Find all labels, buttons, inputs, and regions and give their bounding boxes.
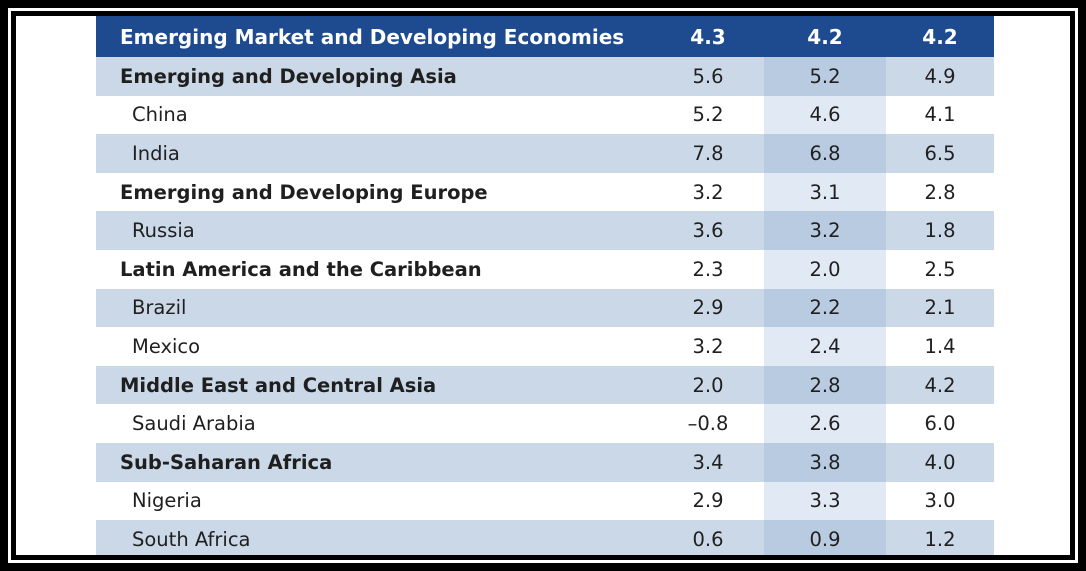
value-cell: 4.3 <box>690 24 726 49</box>
table-row: Russia 3.6 3.2 1.8 <box>96 211 994 250</box>
value-cell: 0.6 <box>692 527 724 551</box>
row-label: Brazil <box>132 296 187 320</box>
value-cell: 6.5 <box>924 141 956 165</box>
table-row: Sub-Saharan Africa 3.4 3.8 4.0 <box>96 442 994 482</box>
value-cell: 1.2 <box>924 527 956 551</box>
value-cell: 3.2 <box>764 211 886 250</box>
row-label: India <box>132 141 180 165</box>
row-label: Russia <box>132 219 195 243</box>
row-label: Emerging and Developing Europe <box>120 180 488 204</box>
value-cell: 3.2 <box>692 180 724 204</box>
table-row: Mexico 3.2 2.4 1.4 <box>96 327 994 366</box>
value-cell: 2.3 <box>692 257 724 281</box>
row-label: Latin America and the Caribbean <box>120 257 482 281</box>
value-cell: 3.4 <box>692 450 724 474</box>
row-label: China <box>132 103 188 127</box>
growth-table: Emerging Market and Developing Economies… <box>96 16 994 555</box>
value-cell: 2.5 <box>924 257 956 281</box>
value-cell: 2.2 <box>764 288 886 328</box>
value-cell: 7.8 <box>692 141 724 165</box>
value-cell: 3.1 <box>764 172 886 212</box>
value-cell: 2.4 <box>764 327 886 366</box>
value-cell: 2.1 <box>924 296 956 320</box>
table-row: India 7.8 6.8 6.5 <box>96 134 994 173</box>
table-row: Emerging and Developing Asia 5.6 5.2 4.9 <box>96 57 994 96</box>
row-label: Emerging and Developing Asia <box>120 64 457 88</box>
table-row: Emerging and Developing Europe 3.2 3.1 2… <box>96 172 994 212</box>
value-cell: 3.3 <box>764 481 886 521</box>
value-cell: 2.8 <box>764 365 886 405</box>
table-row: Brazil 2.9 2.2 2.1 <box>96 288 994 328</box>
value-cell: 3.0 <box>924 489 956 513</box>
value-cell: 4.2 <box>924 373 956 397</box>
value-cell: 3.6 <box>692 219 724 243</box>
value-cell: 4.2 <box>922 24 958 49</box>
value-cell: 5.6 <box>692 64 724 88</box>
value-cell: 5.2 <box>764 57 886 96</box>
value-cell: 2.0 <box>692 373 724 397</box>
table-row: China 5.2 4.6 4.1 <box>96 95 994 135</box>
value-cell: 1.8 <box>924 219 956 243</box>
row-label: Emerging Market and Developing Economies <box>120 24 625 49</box>
table-row: Middle East and Central Asia 2.0 2.8 4.2 <box>96 365 994 405</box>
table-row: Saudi Arabia –0.8 2.6 6.0 <box>96 404 994 443</box>
value-cell: 1.4 <box>924 334 956 358</box>
value-cell: 6.0 <box>924 412 956 436</box>
value-cell: 4.2 <box>807 24 843 49</box>
row-label: Mexico <box>132 334 201 358</box>
table-row: South Africa 0.6 0.9 1.2 <box>96 520 994 555</box>
row-label: Saudi Arabia <box>132 412 256 436</box>
value-cell: 2.0 <box>764 249 886 289</box>
row-label: Sub-Saharan Africa <box>120 450 333 474</box>
value-cell: 3.2 <box>692 334 724 358</box>
value-cell: 4.1 <box>924 103 956 127</box>
value-cell: 4.9 <box>924 64 956 88</box>
value-cell: 4.6 <box>764 95 886 135</box>
value-cell: 6.8 <box>764 134 886 173</box>
table-row: Nigeria 2.9 3.3 3.0 <box>96 481 994 521</box>
row-label: South Africa <box>132 527 251 551</box>
value-cell: 3.8 <box>764 442 886 482</box>
value-cell: 2.9 <box>692 296 724 320</box>
value-cell: 4.0 <box>924 450 956 474</box>
value-cell: 2.6 <box>764 404 886 443</box>
row-label: Nigeria <box>132 489 202 513</box>
value-cell: –0.8 <box>687 412 729 436</box>
document-page: Emerging Market and Developing Economies… <box>16 16 1070 555</box>
table-row: Latin America and the Caribbean 2.3 2.0 … <box>96 249 994 289</box>
table-row-header: Emerging Market and Developing Economies… <box>96 16 994 57</box>
value-cell: 5.2 <box>692 103 724 127</box>
value-cell: 2.9 <box>692 489 724 513</box>
value-cell: 2.8 <box>924 180 956 204</box>
row-label: Middle East and Central Asia <box>120 373 437 397</box>
value-cell: 0.9 <box>764 520 886 555</box>
